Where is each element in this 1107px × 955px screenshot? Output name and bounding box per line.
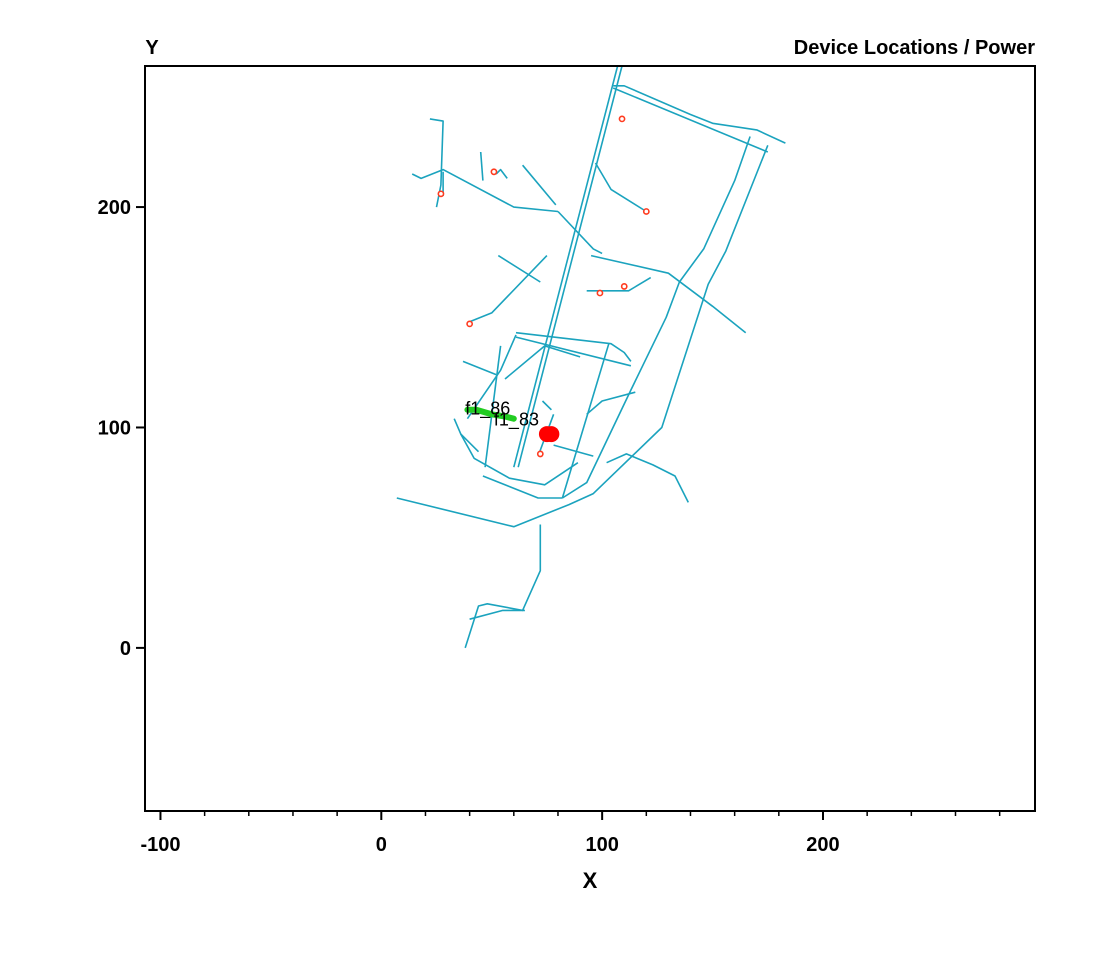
network-line <box>513 65 619 468</box>
network-line <box>613 85 786 144</box>
x-tick-label: 100 <box>585 834 618 856</box>
network-line <box>504 345 581 380</box>
y-tick-label: 100 <box>98 417 131 439</box>
network-line <box>453 418 480 453</box>
network-line <box>411 168 559 213</box>
network-line <box>469 255 548 323</box>
device-marker <box>596 289 604 297</box>
y-tick-label: 200 <box>98 197 131 219</box>
x-axis-label: X <box>583 868 598 893</box>
device-marker <box>620 283 628 290</box>
axes: -100 0 100 200 0 100 200 <box>98 197 1001 856</box>
network-line <box>495 168 508 179</box>
device-marker <box>490 168 498 176</box>
device-marker <box>437 190 445 198</box>
plot-frame <box>144 65 1036 812</box>
network-line <box>586 276 652 292</box>
device-marker <box>642 208 650 215</box>
network-line <box>497 254 541 283</box>
x-tick-label: 200 <box>806 834 839 856</box>
feeder-line <box>464 406 517 422</box>
network-line <box>557 210 603 255</box>
network-line <box>553 444 594 457</box>
network-line <box>521 164 557 206</box>
device-markers <box>437 115 650 458</box>
feeder-layer <box>464 406 517 422</box>
network-line <box>466 334 517 420</box>
chart-title: Device Locations / Power <box>794 37 1035 59</box>
network-lines <box>396 65 786 649</box>
network-line <box>606 453 690 503</box>
network-line <box>515 331 632 362</box>
network-line <box>612 87 769 153</box>
device-marker <box>618 115 626 123</box>
source-markers <box>538 426 560 443</box>
network-line <box>484 345 502 468</box>
device-label: f1_83 <box>494 409 539 430</box>
network-line <box>517 65 623 468</box>
network-line <box>590 254 747 334</box>
device-marker <box>536 450 544 458</box>
network-line <box>396 145 769 528</box>
network-line <box>460 433 579 486</box>
network-line <box>479 151 484 181</box>
network-line <box>541 400 552 411</box>
network-line <box>462 360 497 376</box>
network-line <box>561 136 751 499</box>
network-line <box>586 391 636 415</box>
source-marker <box>543 426 560 443</box>
network-line <box>469 609 525 620</box>
device-marker <box>466 320 474 328</box>
network-line <box>594 162 647 213</box>
network-line <box>515 336 632 367</box>
device-label: f1_86 <box>465 398 510 419</box>
network-line <box>561 343 610 499</box>
x-tick-label: -100 <box>140 834 180 856</box>
network-line <box>482 475 563 499</box>
network-line <box>464 524 542 649</box>
y-tick-label: 0 <box>120 638 131 660</box>
x-tick-label: 0 <box>376 834 387 856</box>
y-axis-label: Y <box>145 37 159 59</box>
